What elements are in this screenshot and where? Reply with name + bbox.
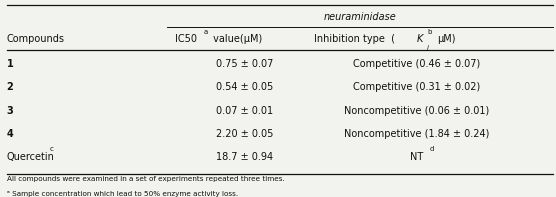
- Text: Noncompetitive (1.84 ± 0.24): Noncompetitive (1.84 ± 0.24): [344, 129, 490, 139]
- Text: IC50: IC50: [175, 34, 197, 44]
- Text: 2.20 ± 0.05: 2.20 ± 0.05: [216, 129, 274, 139]
- Text: c: c: [50, 146, 54, 152]
- Text: b: b: [427, 29, 431, 34]
- Text: Compounds: Compounds: [7, 34, 64, 44]
- Text: Quercetin: Quercetin: [7, 152, 54, 162]
- Text: d: d: [429, 146, 434, 152]
- Text: μM): μM): [437, 34, 455, 44]
- Text: 3: 3: [7, 106, 13, 115]
- Text: NT: NT: [410, 152, 424, 162]
- Text: K: K: [417, 34, 423, 44]
- Text: Competitive (0.31 ± 0.02): Competitive (0.31 ± 0.02): [354, 82, 480, 92]
- Text: Inhibition type  (: Inhibition type (: [314, 34, 395, 44]
- Text: a: a: [204, 29, 208, 34]
- Text: neuraminidase: neuraminidase: [324, 12, 396, 22]
- Text: 18.7 ± 0.94: 18.7 ± 0.94: [216, 152, 273, 162]
- Text: 1: 1: [7, 59, 13, 69]
- Text: 4: 4: [7, 129, 13, 139]
- Text: 0.07 ± 0.01: 0.07 ± 0.01: [216, 106, 273, 115]
- Text: ᵃ Sample concentration which lead to 50% enzyme activity loss.: ᵃ Sample concentration which lead to 50%…: [7, 191, 238, 197]
- Text: Noncompetitive (0.06 ± 0.01): Noncompetitive (0.06 ± 0.01): [344, 106, 490, 115]
- Text: 2: 2: [7, 82, 13, 92]
- Text: value(μM): value(μM): [210, 34, 262, 44]
- Text: 0.54 ± 0.05: 0.54 ± 0.05: [216, 82, 273, 92]
- Text: All compounds were examined in a set of experiments repeated three times.: All compounds were examined in a set of …: [7, 176, 285, 182]
- Text: 0.75 ± 0.07: 0.75 ± 0.07: [216, 59, 274, 69]
- Text: i: i: [427, 45, 429, 51]
- Text: Competitive (0.46 ± 0.07): Competitive (0.46 ± 0.07): [354, 59, 480, 69]
